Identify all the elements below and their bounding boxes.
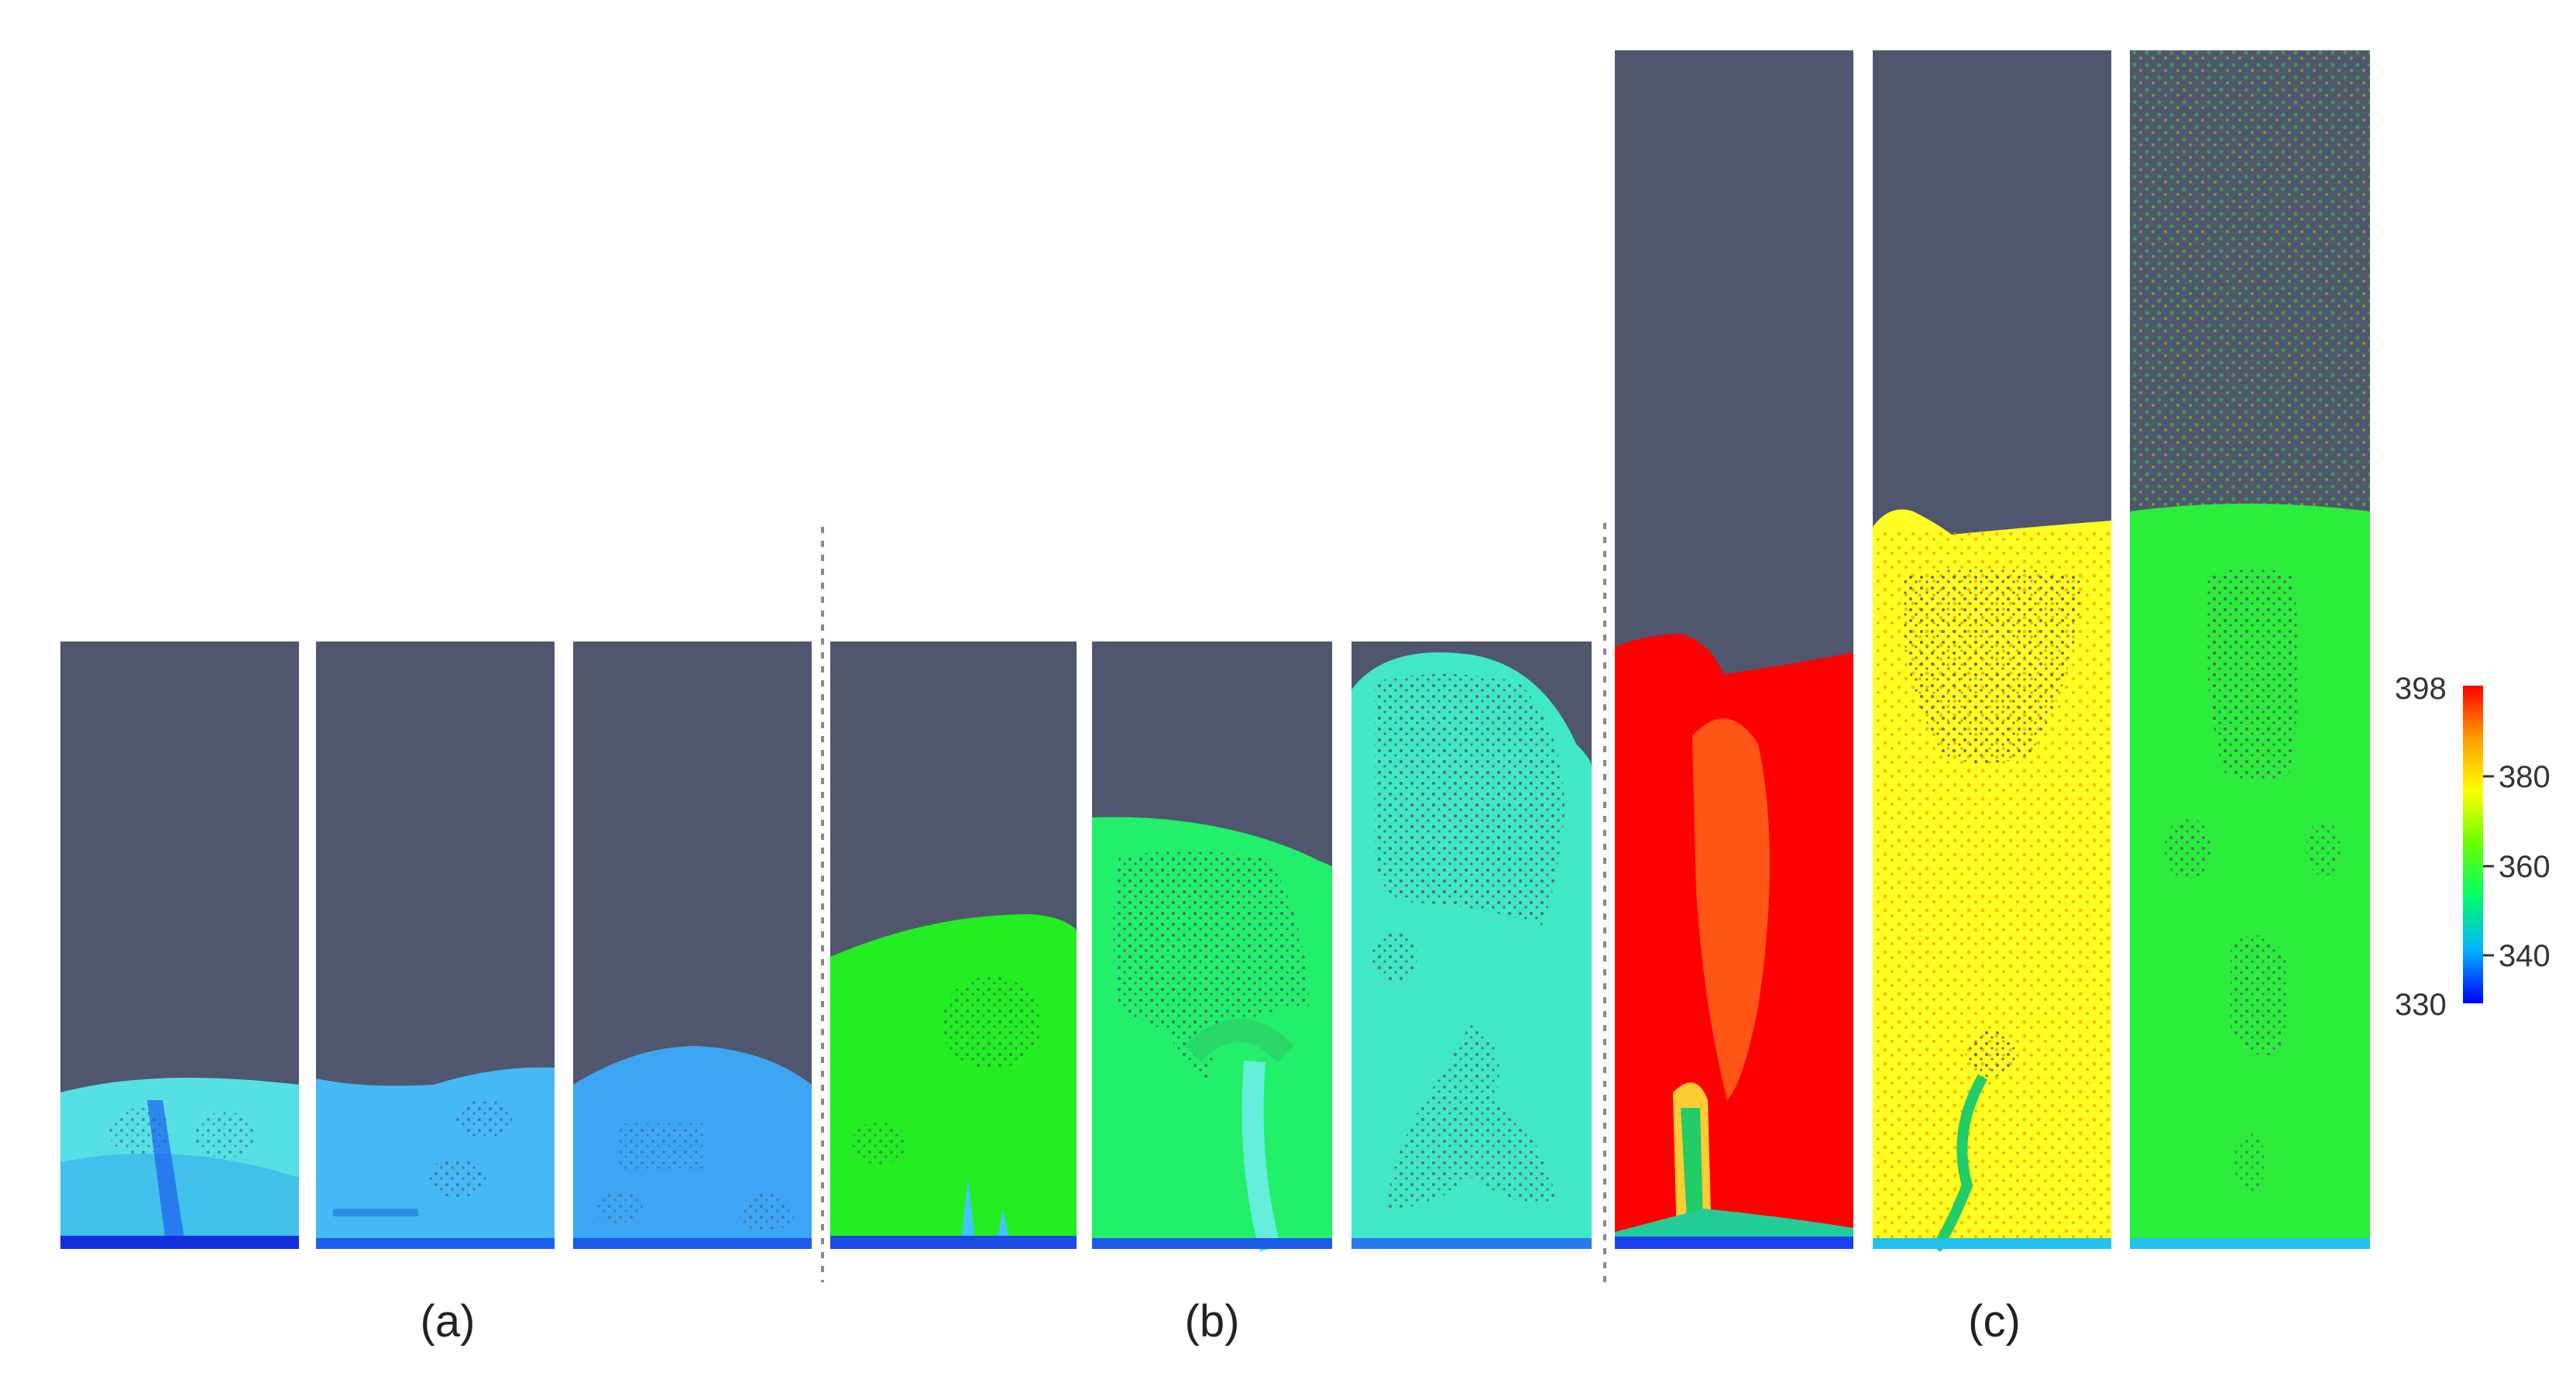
group-c (1615, 50, 2370, 1252)
panel-c1 (1615, 50, 1853, 1249)
panel-c2 (1873, 50, 2111, 1252)
colorbar-max-label: 398 (2395, 672, 2447, 706)
panel-c3 (2130, 50, 2370, 1249)
group-label-a: (a) (421, 1296, 476, 1347)
panel-a1 (60, 642, 299, 1249)
group-label-c: (c) (1968, 1296, 2021, 1347)
group-b (830, 642, 1592, 1252)
panel-b3 (1352, 642, 1592, 1249)
panel-a2 (316, 642, 555, 1249)
colorbar-tick-label: 360 (2499, 850, 2550, 884)
panel-a3 (573, 642, 812, 1249)
group-label-b: (b) (1185, 1296, 1240, 1347)
group-a (60, 642, 812, 1249)
panel-b1 (830, 642, 1077, 1249)
colorbar-min-label: 330 (2395, 988, 2447, 1022)
panel-b2 (1092, 642, 1332, 1252)
colorbar-tick-label: 340 (2499, 939, 2550, 973)
colorbar-tick-label: 380 (2499, 760, 2550, 794)
colorbar: 398 380 360 340 330 (2395, 672, 2550, 1022)
colorbar-gradient (2463, 686, 2483, 1003)
